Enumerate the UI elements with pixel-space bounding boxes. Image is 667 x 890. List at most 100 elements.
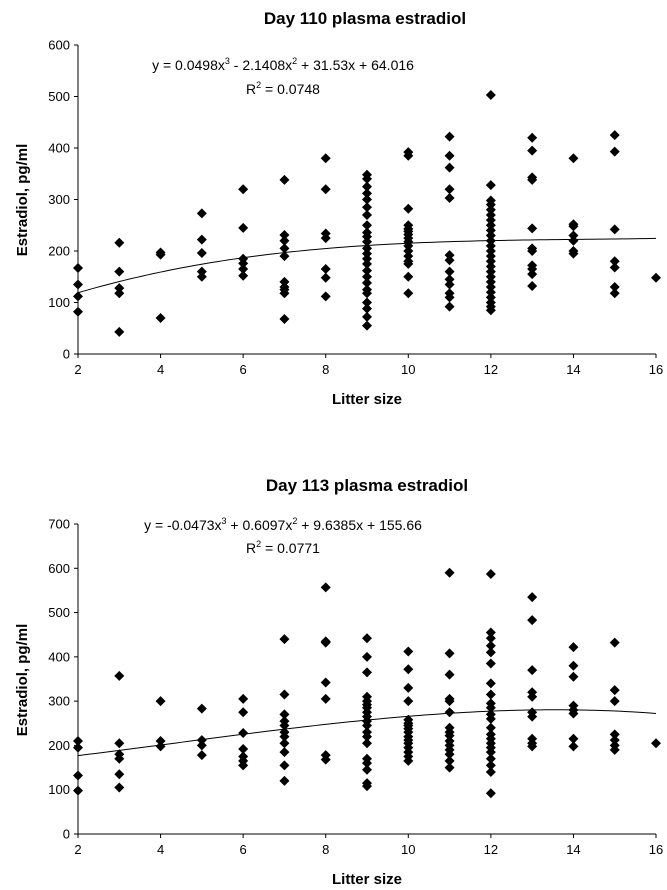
data-point [485, 633, 496, 644]
data-point [444, 762, 455, 773]
data-point [568, 708, 579, 719]
x-tick-label: 8 [322, 842, 329, 857]
y-tick-label: 200 [48, 244, 70, 259]
r-squared-label: R2 = 0.0748 [246, 80, 320, 97]
data-point [485, 722, 496, 733]
data-point [568, 733, 579, 744]
x-tick-label: 14 [566, 362, 580, 377]
y-tick-label: 300 [48, 694, 70, 709]
x-tick-label: 10 [401, 362, 415, 377]
data-point [527, 281, 538, 292]
data-point [362, 253, 372, 264]
data-point [444, 184, 455, 195]
chart-day113: Day 113 plasma estradiol y = -0.0473x3 +… [14, 476, 663, 888]
data-point [238, 258, 249, 269]
data-point [362, 320, 372, 331]
data-point [444, 255, 455, 266]
data-point [485, 271, 496, 282]
data-point [527, 264, 538, 275]
data-point [155, 741, 166, 752]
data-point [485, 713, 496, 724]
data-point [362, 311, 372, 322]
data-point [73, 291, 83, 302]
data-point [527, 741, 538, 752]
data-point [609, 146, 620, 157]
data-point [362, 231, 372, 242]
y-tick-label: 100 [48, 782, 70, 797]
data-point [238, 743, 249, 754]
data-point [444, 150, 455, 161]
data-point [527, 132, 538, 143]
y-tick-label: 600 [48, 561, 70, 576]
data-point [568, 671, 579, 682]
data-point [238, 264, 249, 275]
data-point [403, 246, 414, 256]
data-point [444, 696, 455, 707]
y-tick-label: 300 [48, 192, 70, 207]
data-point [362, 188, 372, 199]
x-tick-label: 4 [157, 842, 164, 857]
data-point [362, 758, 372, 769]
data-point [403, 258, 414, 269]
chart-day110: Day 110 plasma estradiol y = 0.0498x3 - … [14, 9, 663, 408]
data-point [279, 709, 290, 720]
data-point [651, 272, 661, 283]
data-point [155, 696, 166, 707]
data-point [362, 297, 372, 308]
data-point [362, 720, 372, 731]
data-point [362, 258, 372, 269]
data-point [279, 760, 290, 771]
data-point [320, 637, 331, 648]
data-point [527, 223, 538, 234]
y-axis-label: Estradiol, pg/ml [14, 144, 31, 257]
data-point [609, 685, 620, 696]
data-point [485, 569, 496, 580]
data-point [362, 220, 372, 231]
data-point [444, 755, 455, 766]
data-point [609, 224, 620, 235]
data-point [279, 775, 290, 786]
data-point [362, 173, 372, 184]
data-point [485, 199, 496, 210]
data-point [485, 689, 496, 700]
data-point [362, 181, 372, 192]
data-point [362, 194, 372, 205]
data-point [320, 677, 331, 688]
data-point [609, 288, 620, 299]
data-point [527, 711, 538, 722]
data-point [279, 689, 290, 700]
y-tick-label: 500 [48, 89, 70, 104]
data-point [485, 266, 496, 277]
data-point [485, 753, 496, 764]
chart-title: Day 110 plasma estradiol [264, 9, 466, 28]
data-point [527, 592, 538, 603]
data-point [238, 184, 249, 195]
data-point [238, 270, 249, 281]
chart-title: Day 113 plasma estradiol [266, 476, 468, 495]
data-point [485, 256, 496, 267]
data-point [403, 288, 414, 299]
data-point [444, 301, 455, 312]
data-point [196, 234, 207, 245]
data-point [568, 741, 579, 752]
data-point [485, 89, 496, 100]
data-point [114, 753, 125, 764]
data-point [73, 736, 83, 746]
data-point [73, 785, 83, 796]
data-point [196, 740, 207, 751]
data-point [568, 642, 579, 653]
data-point [73, 306, 83, 317]
data-point [155, 312, 166, 323]
data-point [279, 230, 290, 241]
data-point [320, 693, 331, 704]
data-point [114, 326, 125, 337]
data-point [527, 269, 538, 280]
data-point [362, 738, 372, 749]
data-point [485, 282, 496, 293]
data-point [403, 240, 414, 251]
data-point [609, 262, 620, 273]
data-point [279, 276, 290, 287]
data-point [485, 220, 496, 231]
data-point [485, 287, 496, 298]
